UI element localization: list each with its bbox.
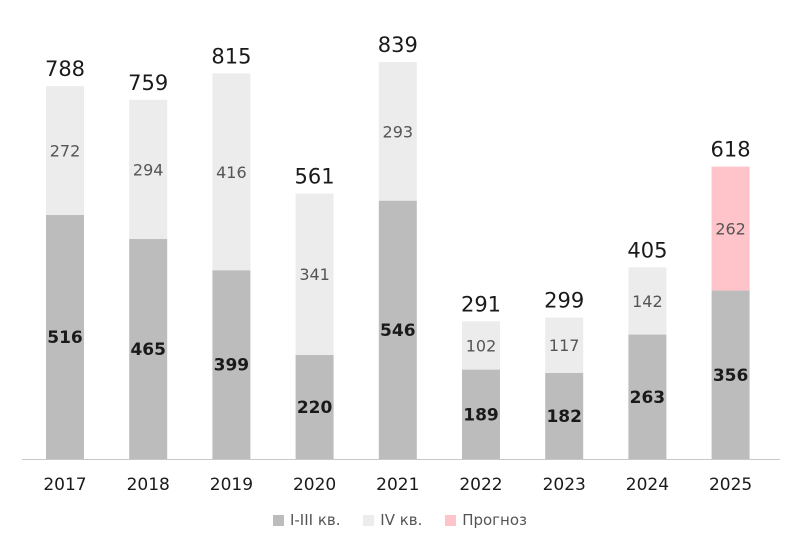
bar-segment-2017-s0 — [46, 214, 84, 459]
legend-label-iv: IV кв. — [380, 511, 423, 529]
total-label-2019: 815 — [211, 44, 251, 68]
bar-label-2017-s1: 272 — [50, 141, 81, 160]
bar-segment-2021-s0 — [378, 200, 417, 459]
bar-segment-2024-s0 — [628, 334, 667, 459]
legend-item-forecast: Прогноз — [445, 511, 527, 529]
bar-segment-2023-s0 — [545, 372, 584, 459]
total-label-2024: 405 — [627, 238, 667, 262]
bar-segment-2021-s1 — [378, 62, 417, 201]
bar-label-2023-s0: 182 — [546, 407, 582, 427]
bar-label-2021-s1: 293 — [383, 122, 414, 141]
total-label-2018: 759 — [128, 71, 168, 95]
x-tick-label-2023: 2023 — [543, 475, 586, 495]
bar-label-2024-s1: 142 — [632, 292, 663, 311]
bar-segment-2022-s1 — [462, 321, 500, 370]
x-tick-label-2024: 2024 — [626, 475, 669, 495]
total-label-2017: 788 — [45, 57, 85, 81]
legend-swatch-iv — [363, 515, 375, 526]
bar-label-2024-s0: 263 — [630, 388, 666, 408]
legend-swatch-forecast — [445, 515, 457, 526]
total-label-2022: 291 — [461, 292, 501, 316]
bar-label-2022-s1: 102 — [466, 336, 497, 355]
legend-item-i-iii: I-III кв. — [272, 511, 341, 529]
bar-segment-2018-s0 — [129, 238, 168, 459]
bar-segment-2025-s2 — [711, 166, 750, 291]
bar-segment-2020-s0 — [295, 354, 334, 459]
x-tick-label-2020: 2020 — [293, 475, 336, 495]
total-label-2021: 839 — [378, 33, 418, 57]
bar-label-2025-s2: 262 — [715, 220, 746, 239]
x-tick-label-2019: 2019 — [210, 475, 253, 495]
bar-label-2021-s0: 546 — [380, 321, 416, 341]
total-label-2020: 561 — [295, 165, 335, 189]
bar-segment-2019-s1 — [212, 73, 251, 271]
legend-label-forecast: Прогноз — [462, 511, 528, 529]
bar-label-2019-s0: 399 — [214, 356, 250, 376]
legend-swatch-i-iii — [272, 515, 284, 526]
bar-segment-2025-s0 — [711, 290, 750, 459]
bar-label-2020-s1: 341 — [299, 265, 330, 284]
bar-label-2018-s1: 294 — [133, 160, 164, 179]
total-label-2023: 299 — [544, 289, 584, 313]
bar-label-2017-s0: 516 — [47, 328, 83, 348]
x-tick-label-2022: 2022 — [459, 475, 502, 495]
bar-label-2020-s0: 220 — [297, 398, 333, 418]
bar-label-2019-s1: 416 — [216, 163, 247, 182]
total-label-2025: 618 — [711, 138, 751, 162]
legend: I-III кв. IV кв. Прогноз — [0, 511, 800, 529]
bar-segment-2018-s1 — [129, 99, 168, 239]
bar-segment-2020-s1 — [295, 193, 334, 355]
legend-label-i-iii: I-III кв. — [289, 511, 341, 529]
legend-item-iv: IV кв. — [363, 511, 422, 529]
bar-label-2022-s0: 189 — [463, 405, 499, 425]
bar-segment-2022-s0 — [462, 369, 500, 459]
bar-label-2025-s0: 356 — [713, 366, 749, 386]
bar-segment-2017-s1 — [46, 86, 84, 215]
x-tick-label-2025: 2025 — [709, 475, 752, 495]
x-tick-label-2017: 2017 — [43, 475, 86, 495]
bar-segment-2024-s1 — [628, 267, 667, 335]
bar-segment-2023-s1 — [545, 317, 584, 373]
bar-segment-2019-s0 — [212, 270, 251, 459]
x-tick-label-2018: 2018 — [127, 475, 170, 495]
bar-label-2023-s1: 117 — [549, 336, 580, 355]
bar-label-2018-s0: 465 — [130, 340, 166, 360]
x-tick-label-2021: 2021 — [376, 475, 419, 495]
